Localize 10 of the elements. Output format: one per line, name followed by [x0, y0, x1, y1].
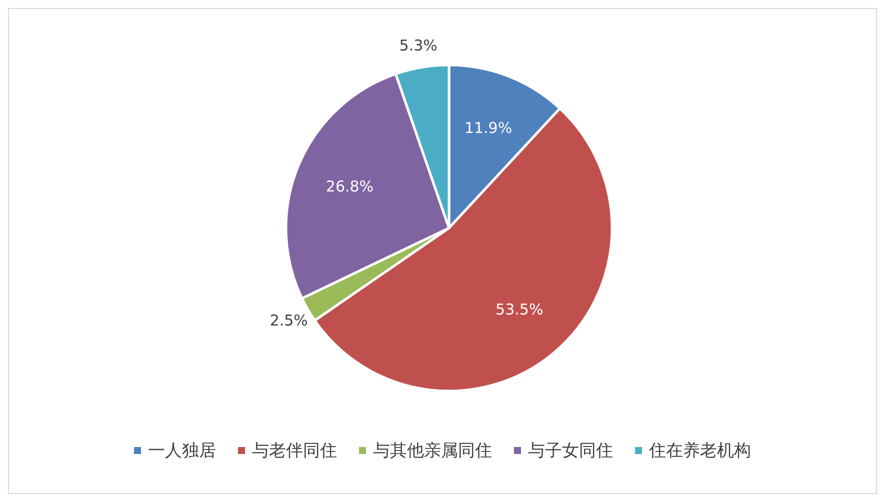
- data-label: 53.5%: [496, 300, 544, 318]
- data-label: 11.9%: [464, 118, 512, 137]
- data-label: 26.8%: [326, 178, 374, 196]
- legend-label: 与子女同住: [527, 440, 613, 462]
- legend-label: 住在养老机构: [648, 440, 751, 462]
- legend-label: 与老伴同住: [251, 440, 337, 462]
- data-label: 2.5%: [270, 312, 308, 330]
- legend-label: 一人独居: [147, 440, 216, 462]
- legend-label: 与其他亲属同住: [372, 440, 492, 462]
- data-label: 5.3%: [399, 36, 438, 55]
